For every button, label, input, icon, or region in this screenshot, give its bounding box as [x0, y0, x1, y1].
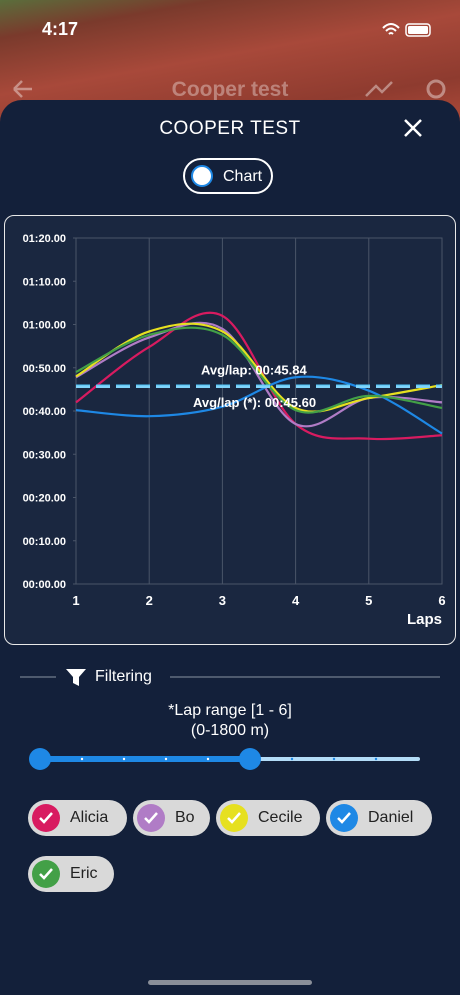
filter-title: Filtering [95, 668, 152, 685]
series-line [75, 322, 443, 413]
x-axis-label: Laps [407, 611, 442, 628]
range-sub: (0-1800 m) [190, 722, 270, 739]
x-tick-label: 2 [146, 593, 153, 608]
y-tick-label: 00:20.00 [23, 493, 66, 505]
filter-divider [20, 669, 440, 686]
runner-chip[interactable]: Alicia [28, 800, 127, 836]
check-icon [39, 868, 53, 880]
check-icon [39, 812, 53, 824]
y-tick-label: 00:50.00 [23, 363, 66, 375]
check-icon [144, 812, 158, 824]
check-icon [227, 812, 241, 824]
toggle-knob [191, 165, 213, 187]
header-icons [13, 79, 446, 99]
runner-chip[interactable]: Eric [28, 856, 114, 892]
runner-chip[interactable]: Cecile [216, 800, 320, 836]
x-tick-label: 4 [292, 593, 300, 608]
status-time: 4:17 [42, 19, 79, 39]
chart-toggle[interactable]: Chart [183, 158, 273, 194]
average-label: Avg/lap (*): 00:45.60 [193, 395, 316, 410]
header-title: Cooper test [171, 78, 289, 101]
y-tick-label: 00:40.00 [23, 406, 66, 418]
average-label: Avg/lap: 00:45.84 [201, 363, 308, 378]
runner-chip[interactable]: Daniel [326, 800, 432, 836]
series-line [75, 326, 443, 414]
x-tick-label: 1 [72, 593, 79, 608]
x-tick-label: 5 [365, 593, 372, 608]
range-label: *Lap range [1 - 6] [168, 702, 292, 719]
y-tick-label: 01:00.00 [23, 320, 66, 332]
series-line [75, 311, 443, 441]
slider-handle-start[interactable] [29, 748, 51, 770]
plot-frame [75, 237, 443, 585]
check-icon [337, 812, 351, 824]
chart: 00:00.00 00:10.00 00:20.00 00:30.00 00:40.00… [23, 233, 446, 628]
toggle-label: Chart [223, 168, 263, 185]
slider-handle-end[interactable] [239, 748, 261, 770]
status-icons [382, 23, 431, 37]
y-tick-label: 00:10.00 [23, 536, 66, 548]
close-button[interactable] [403, 118, 423, 138]
trend-button[interactable] [365, 81, 393, 97]
lap-range-slider[interactable] [25, 745, 425, 775]
y-tick-label: 00:30.00 [23, 449, 66, 461]
settings-button[interactable] [426, 79, 446, 99]
y-tick-label: 01:10.00 [23, 276, 66, 288]
back-button[interactable] [13, 80, 32, 98]
modal-title: COOPER TEST [159, 118, 301, 139]
runner-chip[interactable]: Bo [133, 800, 210, 836]
chip-label: Daniel [368, 809, 414, 826]
chart-card: 00:00.00 00:10.00 00:20.00 00:30.00 00:40.00… [4, 215, 456, 645]
x-tick-label: 3 [219, 593, 226, 608]
y-tick-label: 01:20.00 [23, 233, 66, 245]
y-tick-label: 00:00.00 [23, 579, 66, 591]
x-tick-label: 6 [438, 593, 445, 608]
chip-label: Alicia [70, 809, 109, 826]
home-indicator [148, 980, 312, 985]
chip-label: Bo [175, 809, 195, 826]
chip-label: Eric [70, 865, 98, 882]
chip-label: Cecile [258, 809, 303, 826]
